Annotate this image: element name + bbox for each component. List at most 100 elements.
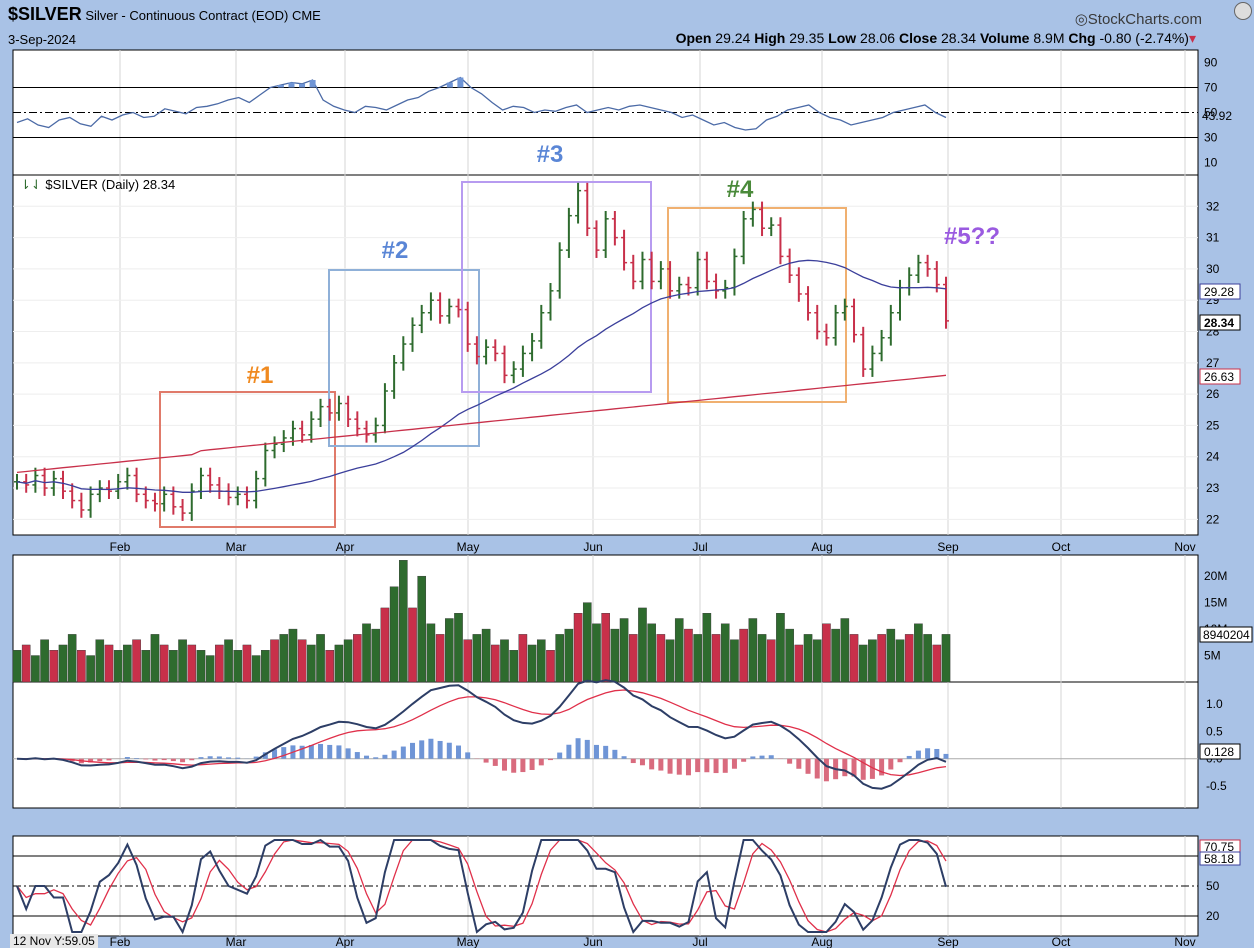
macd-y-tick: 0.5 <box>1206 724 1223 738</box>
macd-histogram-bar <box>934 748 940 759</box>
macd-histogram-bar <box>134 758 140 759</box>
price-y-tick: 22 <box>1206 512 1220 526</box>
volume-bar <box>205 655 215 683</box>
volume-bar <box>21 644 31 683</box>
price-last-box <box>1199 283 1241 300</box>
cursor-readout: 12 Nov Y:59.05 <box>10 934 98 948</box>
volume-bar <box>95 639 105 683</box>
volume-bar <box>270 639 279 683</box>
volume-bar <box>77 650 86 683</box>
volume-panel <box>12 560 951 683</box>
macd-histogram-bar <box>538 758 544 766</box>
high-label: High <box>754 30 786 46</box>
macd-histogram-bar <box>483 758 489 763</box>
volume-bar <box>288 628 298 683</box>
volume-bar <box>178 639 187 683</box>
macd-histogram-bar <box>796 758 802 769</box>
macd-histogram-bar <box>97 758 103 762</box>
macd-histogram-bar <box>235 757 241 759</box>
macd-histogram-bar <box>465 752 471 759</box>
volume-bar <box>343 639 353 683</box>
volume-bar <box>49 650 59 683</box>
rsi-y-tick: 10 <box>1204 156 1218 170</box>
volume-bar <box>399 560 408 683</box>
chart-header: $SILVER Silver - Continuous Contract (EO… <box>8 4 321 25</box>
symbol: $SILVER <box>8 4 82 24</box>
wave-box <box>328 269 480 447</box>
volume-bar <box>849 634 859 683</box>
price-y-tick: 31 <box>1206 231 1220 245</box>
volume-bar <box>582 602 592 683</box>
x-tick-label: Mar <box>226 935 247 948</box>
macd-histogram-bar <box>658 758 664 771</box>
macd-histogram-bar <box>226 757 232 759</box>
macd-histogram-bar <box>345 748 351 759</box>
volume-bar <box>674 618 684 683</box>
macd-histogram-bar <box>925 748 931 759</box>
volume-bar <box>389 586 399 683</box>
volume-bar <box>794 644 804 683</box>
macd-histogram-bar <box>603 745 609 759</box>
volume-bar <box>536 639 546 683</box>
rsi-last-label: 43.92 <box>1202 109 1232 123</box>
macd-histogram-bar <box>860 758 866 780</box>
x-tick-label: Feb <box>110 540 131 554</box>
macd-histogram-bar <box>152 758 158 761</box>
rsi-panel <box>13 76 1198 138</box>
open-value: 29.24 <box>715 30 751 46</box>
stoch-last-label: 70.75 <box>1204 840 1234 854</box>
wave-label: #5?? <box>944 223 1000 250</box>
volume-bar <box>123 644 132 683</box>
volume-bar <box>141 650 151 683</box>
macd-histogram-bar <box>419 740 425 759</box>
price-y-tick: 30 <box>1206 262 1220 276</box>
macd-histogram-bar <box>805 758 811 774</box>
volume-bar <box>941 634 951 683</box>
price-title-text: $SILVER (Daily) 28.34 <box>45 177 175 192</box>
macd-histogram-bar <box>869 758 875 779</box>
price-last-label: 29.28 <box>1204 285 1234 299</box>
price-panel-title: ⇂⇃ $SILVER (Daily) 28.34 <box>20 177 175 192</box>
volume-bar <box>803 634 813 683</box>
macd-histogram-bar <box>704 758 710 773</box>
x-axis: Feb Feb Mar Mar Apr Apr May May Jun Jun Jul Jul Aug A… <box>110 540 1196 948</box>
macd-histogram-bar <box>336 745 342 759</box>
volume-bar <box>776 613 785 683</box>
price-last-label: 28.34 <box>1204 316 1234 330</box>
volume-bar <box>564 628 574 683</box>
price-y-tick: 26 <box>1206 387 1220 401</box>
macd-histogram-bar <box>446 742 452 759</box>
macd-histogram-bar <box>814 758 820 779</box>
corner-badge-icon[interactable] <box>1234 2 1252 20</box>
macd-histogram-bar <box>768 755 774 759</box>
sma50-line <box>16 259 947 493</box>
x-tick-label: Nov <box>1174 540 1195 554</box>
macd-histogram-bar <box>207 756 213 759</box>
volume-bar <box>481 628 491 683</box>
stoch-y-tick: 50 <box>1206 879 1220 893</box>
macd-panel <box>13 679 1198 790</box>
volume-bar <box>334 644 344 683</box>
x-tick-label: Aug <box>811 935 832 948</box>
macd-histogram-bar <box>170 758 176 762</box>
macd-histogram-bar <box>897 758 903 763</box>
x-tick-label: Apr <box>336 935 355 948</box>
brand[interactable]: ◎StockCharts.com <box>1075 10 1202 28</box>
rsi-y-tick: 50 <box>1204 106 1218 120</box>
volume-bar <box>187 644 197 683</box>
volume-bar <box>831 628 840 683</box>
macd-histogram-bar <box>400 746 406 759</box>
macd-histogram-bar <box>520 758 526 773</box>
volume-bar <box>932 644 942 683</box>
macd-histogram-bar <box>511 758 517 773</box>
volume-bar <box>739 628 748 683</box>
volume-bar <box>454 613 463 683</box>
volume-bar <box>812 639 822 683</box>
stoch-last-box <box>1199 851 1241 866</box>
macd-histogram-bar <box>888 758 894 770</box>
volume-bar <box>840 618 850 683</box>
macd-histogram-bar <box>630 758 636 764</box>
exchange: CME <box>291 8 321 23</box>
volume-bar <box>592 623 601 683</box>
